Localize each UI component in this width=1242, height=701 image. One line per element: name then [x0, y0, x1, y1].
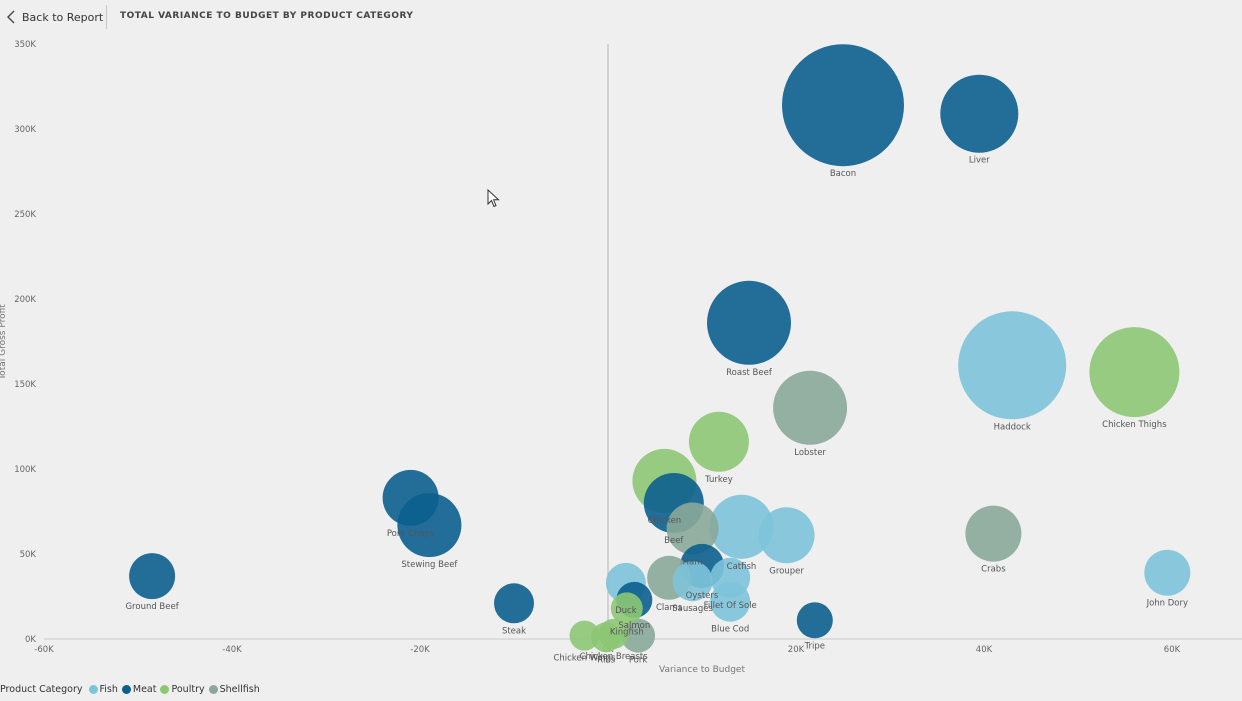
bubble-turkey[interactable]	[688, 411, 749, 472]
bubble-catfish[interactable]	[709, 494, 774, 559]
y-tick-label: 0K	[25, 635, 36, 645]
legend-label: Poultry	[171, 683, 205, 695]
bubble-label: Ribs	[597, 655, 616, 665]
y-tick-label: 50K	[20, 550, 37, 560]
x-tick-label: 60K	[1164, 645, 1181, 655]
bubble-steak[interactable]	[494, 583, 534, 624]
bubble-label: Tripe	[804, 641, 825, 651]
bubble-label: Ham	[683, 558, 703, 568]
bubble-label: Duck	[615, 606, 637, 616]
bubble-crabs[interactable]	[965, 505, 1022, 562]
legend-item-shellfish[interactable]: Shellfish	[208, 683, 260, 695]
bubble-pork-chops[interactable]	[382, 469, 439, 526]
y-axis-ticks: 0K 50K 100K 150K 200K 250K 300K 350K	[14, 40, 36, 645]
bubble-label: Steak	[502, 626, 526, 636]
bubble-label: Blue Cod	[711, 625, 749, 635]
bubble-label: Clams	[656, 603, 683, 613]
page-title: TOTAL VARIANCE TO BUDGET BY PRODUCT CATE…	[120, 11, 414, 21]
bubble-label: Lobster	[794, 448, 826, 458]
bubble-labels: Bacon Haddock Chicken Thighs Roast Beef Live…	[125, 156, 1188, 666]
legend-title: Product Category	[0, 683, 83, 695]
legend-item-fish[interactable]: Fish	[88, 683, 118, 695]
legend-item-meat[interactable]: Meat	[121, 683, 157, 695]
y-axis-title: Total Gross Profit	[0, 304, 8, 381]
x-tick-label: 20K	[788, 645, 805, 655]
x-axis-title: Variance to Budget	[659, 665, 745, 675]
bubble-label: Sausages	[672, 604, 713, 614]
bubble-label: Oysters	[686, 591, 719, 601]
legend-label: Fish	[99, 683, 118, 695]
bubble-label: Roast Beef	[726, 368, 773, 378]
bubble-label: Beef	[664, 536, 684, 546]
bubble-chicken-breasts[interactable]	[598, 618, 629, 649]
bubble-label: Chicken	[648, 516, 682, 526]
bubble-sausages[interactable]	[672, 561, 713, 602]
bubble-label: Grouper	[769, 566, 804, 576]
bubble-lobster[interactable]	[773, 370, 848, 445]
bubble-pork[interactable]	[621, 618, 656, 653]
legend: Product Category Fish Meat Poultry Shellfis…	[0, 682, 264, 696]
legend-label: Meat	[132, 683, 157, 695]
legend-dot-icon	[160, 684, 170, 694]
x-tick-label: -20K	[410, 645, 430, 655]
x-tick-label: -60K	[34, 645, 54, 655]
back-to-report-label: Back to Report	[22, 10, 104, 24]
header-divider	[106, 5, 107, 29]
legend-label: Shellfish	[219, 683, 260, 695]
bubble-label: Crabs	[981, 565, 1006, 575]
legend-dot-icon	[88, 684, 98, 694]
bubble-haddock[interactable]	[958, 311, 1067, 420]
bubble-label: Kingfish	[610, 627, 644, 637]
bubble-label: Pork	[629, 656, 648, 666]
bubble-label: Chicken Thighs	[1102, 420, 1167, 430]
bubble-label: Bacon	[830, 169, 856, 179]
top-bar: Back to Report TOTAL VARIANCE TO BUDGET …	[0, 0, 1242, 34]
bubble-tripe[interactable]	[796, 602, 833, 639]
y-tick-label: 150K	[14, 380, 36, 390]
bubble-label: Liver	[969, 156, 990, 166]
bubble-label: Catfish	[727, 562, 757, 572]
bubble-label: Turkey	[704, 475, 733, 485]
bubble-label: Chicken Breasts	[580, 652, 649, 662]
bubble-bacon[interactable]	[782, 44, 904, 167]
y-tick-label: 300K	[14, 125, 36, 135]
y-tick-label: 350K	[14, 40, 36, 50]
bubble-ground-beef[interactable]	[129, 553, 176, 600]
bubble-label: Stewing Beef	[401, 560, 458, 570]
bubble-chicken-wings[interactable]	[569, 620, 600, 651]
legend-dot-icon	[121, 684, 131, 694]
bubble-label: Haddock	[994, 422, 1031, 432]
bubble-label: Fillet Of Sole	[704, 601, 757, 611]
bubble-chicken-thighs[interactable]	[1089, 327, 1180, 418]
y-tick-label: 100K	[14, 465, 36, 475]
legend-item-poultry[interactable]: Poultry	[160, 683, 205, 695]
bubble-blue-cod[interactable]	[710, 581, 751, 622]
back-to-report-button[interactable]: Back to Report	[6, 6, 103, 28]
y-tick-label: 200K	[14, 295, 36, 305]
chevron-left-icon	[7, 10, 15, 24]
bubble-label: Pork Chops	[387, 529, 435, 539]
x-tick-label: 40K	[976, 645, 993, 655]
bubble-roast-beef[interactable]	[707, 280, 791, 365]
bubble-kingfish[interactable]	[610, 592, 643, 625]
bubble-john-dory[interactable]	[1144, 549, 1191, 596]
legend-dot-icon	[208, 684, 218, 694]
scatter-chart[interactable]: 0K 50K 100K 150K 200K 250K 300K 350K -60K -40K -2…	[0, 30, 1242, 680]
bubble-grouper[interactable]	[758, 507, 815, 564]
y-tick-label: 250K	[14, 210, 36, 220]
bubble-label: John Dory	[1146, 599, 1188, 609]
x-tick-label: -40K	[222, 645, 242, 655]
mouse-cursor-icon	[487, 189, 500, 208]
bubble-label: Salmon	[618, 621, 650, 631]
bubble-ham[interactable]	[666, 502, 719, 555]
bubble-liver[interactable]	[940, 74, 1019, 153]
bubble-label: Chicken Wings	[553, 654, 616, 664]
bubble-label: Ground Beef	[125, 602, 179, 612]
bubbles	[129, 44, 1191, 653]
